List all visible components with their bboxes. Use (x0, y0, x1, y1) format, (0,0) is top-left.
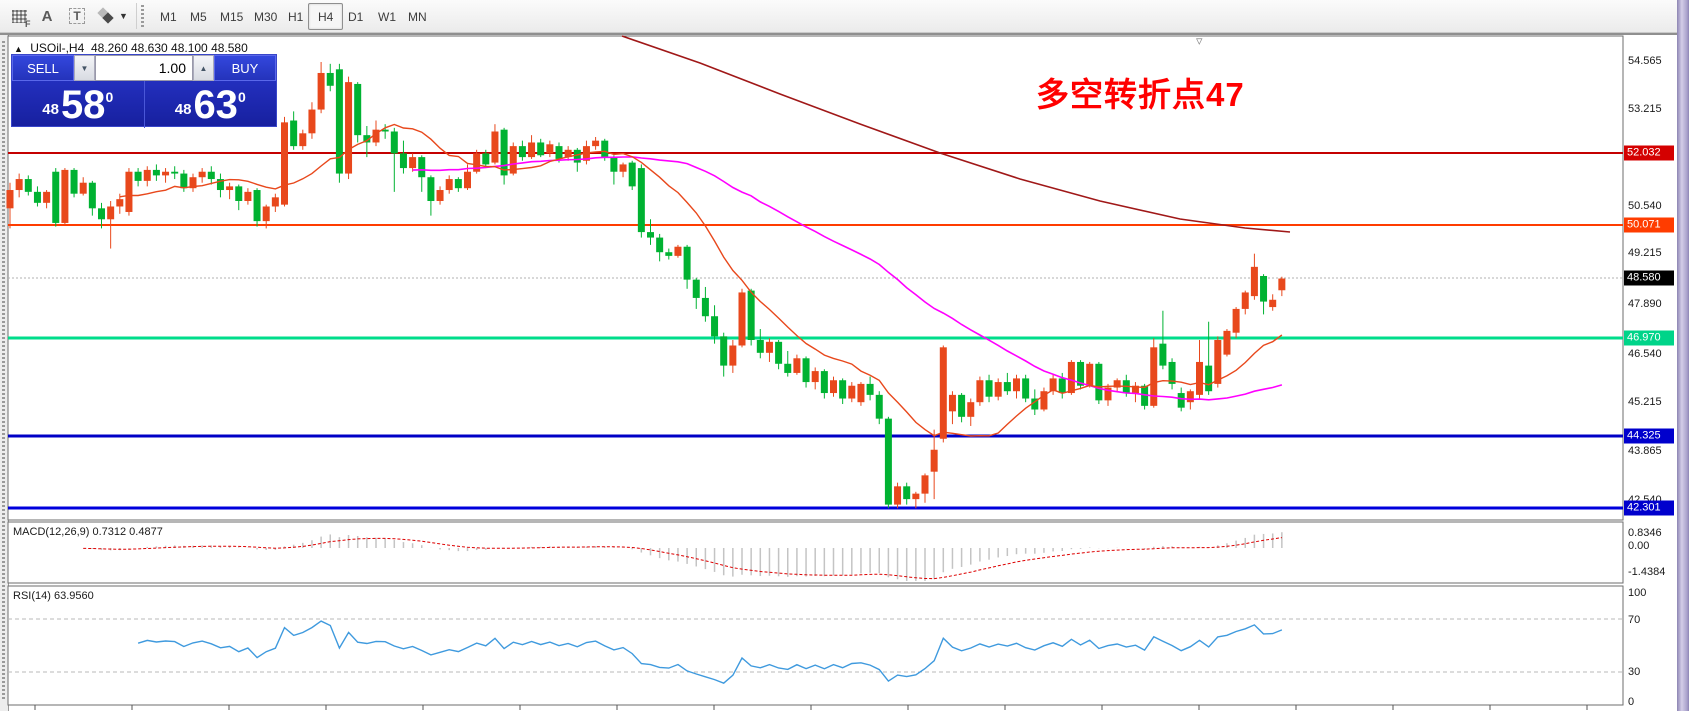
axis-label: 30 (1628, 666, 1641, 678)
tab-timeframe-M1[interactable]: M1 (160, 9, 177, 24)
tab-timeframe-M15[interactable]: M15 (220, 9, 244, 24)
symbol-ohlc: 48.260 48.630 48.100 48.580 (90, 41, 248, 55)
time-axis-ticks (34, 705, 1588, 710)
window-top-border (0, 33, 1689, 35)
axis-label: 0.8346 (1628, 527, 1662, 539)
tab-timeframe-M30[interactable]: M30 (254, 9, 278, 24)
axis-label: 100 (1628, 587, 1647, 599)
rsi-title: RSI(14) 63.9560 (13, 590, 94, 602)
volume-decrease-button[interactable]: ▼ (74, 55, 95, 81)
axis-label: 54.565 (1628, 55, 1662, 67)
volume-increase-button[interactable]: ▲ (193, 55, 214, 81)
ma-fast-orange (119, 123, 1283, 437)
axis-label: 70 (1628, 614, 1641, 626)
tab-timeframe-MN[interactable]: MN (408, 9, 427, 24)
bid-price[interactable]: 48 58 0 (12, 81, 145, 128)
macd-title: MACD(12,26,9) 0.7312 0.4877 (13, 526, 163, 538)
price-badge: 46.970 (1624, 330, 1674, 346)
text-a-icon[interactable]: A (41, 7, 53, 25)
price-badge: 42.301 (1624, 500, 1674, 516)
ma-slow-magenta (412, 156, 1283, 401)
axis-label: 47.890 (1628, 298, 1662, 310)
tab-timeframe-D1[interactable]: D1 (348, 9, 364, 24)
one-click-trading-panel: SELL ▼ ▲ BUY 48 58 0 48 63 0 (11, 54, 277, 128)
horizontal-level-lines[interactable] (8, 152, 1623, 510)
symbol-name: USOil-,H4 (30, 41, 85, 55)
chart-symbol-header: ▲ USOil-,H4 48.260 48.630 48.100 48.580 (14, 41, 248, 55)
price-badge: 52.032 (1624, 145, 1674, 161)
chart-annotation-text: 多空转折点47 (1036, 76, 1245, 113)
axis-label: 53.215 (1628, 103, 1662, 115)
toolbar-grip[interactable] (141, 5, 144, 27)
axis-label: 46.540 (1628, 348, 1662, 360)
scroll-end-marker[interactable]: ▿ (1196, 33, 1203, 48)
axis-label: 0 (1628, 696, 1635, 708)
axis-label: 0.00 (1628, 540, 1650, 552)
splitter-grip[interactable] (2, 41, 5, 701)
grid-icon: F (11, 9, 31, 29)
tab-timeframe-H1[interactable]: H1 (288, 9, 304, 24)
axis-label: 50.540 (1628, 200, 1662, 212)
shapes-icon[interactable]: ▼ (96, 4, 130, 28)
axis-label: 49.215 (1628, 247, 1662, 259)
indicators-grid-icon[interactable]: F (6, 4, 32, 29)
price-badge: 48.580 (1624, 270, 1674, 286)
tab-timeframe-M5[interactable]: M5 (190, 9, 207, 24)
triangle-icon: ▲ (14, 44, 23, 54)
axis-label: 45.215 (1628, 396, 1662, 408)
price-badge: 44.325 (1624, 428, 1674, 444)
axis-label: -1.4384 (1628, 566, 1666, 578)
sell-button[interactable]: SELL (12, 55, 74, 81)
price-badge: 50.071 (1624, 217, 1674, 233)
ma-long-darkred (621, 35, 1291, 233)
toolbar-separator (136, 3, 137, 29)
macd-signal-line (83, 537, 1282, 580)
tab-timeframe-H4[interactable]: H4 (308, 3, 344, 30)
buy-button[interactable]: BUY (214, 55, 276, 81)
volume-input[interactable] (95, 55, 193, 81)
tab-timeframe-W1[interactable]: W1 (378, 9, 396, 24)
toolbar: F A T ▼ M1 M5 M15 M30 H1 H4 D1 W1 MN (0, 0, 1689, 33)
ask-price[interactable]: 48 63 0 (174, 82, 246, 127)
text-label-icon[interactable]: T (64, 4, 90, 28)
candlestick-series (6, 61, 1286, 509)
window-right-edge (1677, 0, 1689, 711)
rsi-line (137, 620, 1283, 685)
chevron-down-icon: ▼ (119, 11, 128, 21)
axis-label: 43.865 (1628, 445, 1662, 457)
